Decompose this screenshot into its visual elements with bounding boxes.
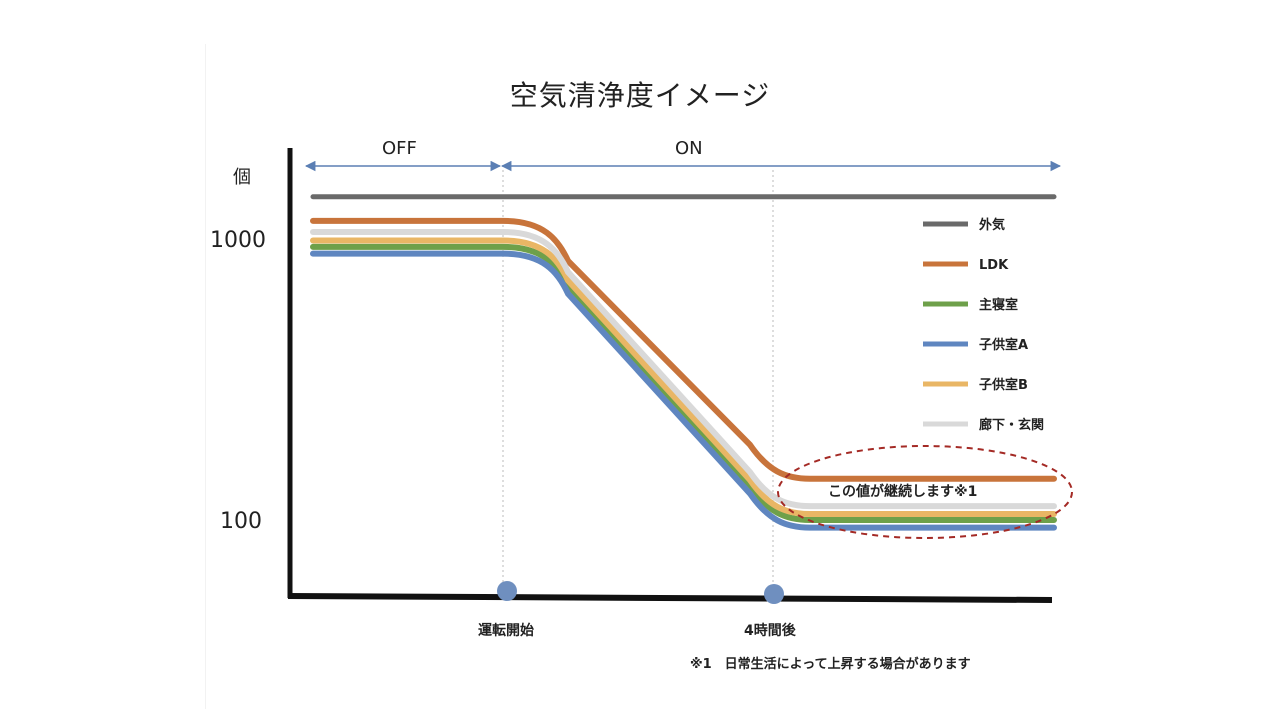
four-hours-event-marker — [764, 584, 784, 604]
y-tick-100: 100 — [220, 509, 262, 534]
phase-off-label: OFF — [382, 138, 417, 159]
start-event-marker — [497, 581, 517, 601]
phase-on-label: ON — [675, 138, 703, 159]
series-layer — [310, 194, 1057, 531]
series-line-1 — [310, 217, 1057, 482]
y-tick-1000: 1000 — [210, 228, 266, 253]
continued-value-note: この値が継続します※1 — [828, 483, 977, 500]
y-axis-unit: 個 — [233, 167, 251, 188]
legend-label-2: 主寝室 — [979, 297, 1018, 313]
legend-label-3: 子供室A — [979, 337, 1028, 353]
series-line-3 — [310, 250, 1057, 531]
x-axis — [287, 593, 1053, 603]
event-start-label: 運転開始 — [478, 622, 534, 639]
legend-label-4: 子供室B — [979, 377, 1028, 393]
continued-value-highlight — [777, 445, 1073, 539]
legend-label-5: 廊下・玄関 — [979, 417, 1044, 433]
legend-label-0: 外気 — [978, 217, 1005, 233]
event-four-hours-label: 4時間後 — [744, 622, 797, 639]
footnote: ※1 日常生活によって上昇する場合があります — [690, 657, 971, 672]
series-line-5 — [310, 229, 1057, 510]
chart-title: 空気清浄度イメージ — [509, 79, 771, 112]
legend-label-1: LDK — [979, 258, 1009, 273]
